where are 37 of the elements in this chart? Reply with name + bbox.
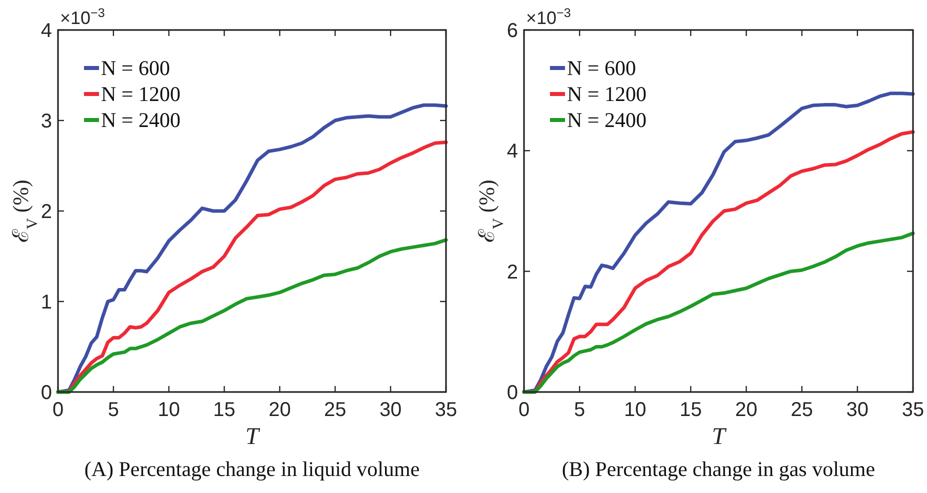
x-axis-title: T [712, 424, 727, 450]
y-tick-label: 0 [40, 382, 52, 404]
x-tick-label: 25 [324, 399, 346, 421]
y-tick-label: 1 [40, 292, 52, 314]
x-tick-label: 30 [846, 399, 869, 421]
x-tick-label: 15 [680, 399, 702, 421]
legend-label: N = 600 [567, 56, 636, 80]
x-tick-label: 25 [790, 399, 813, 421]
y-tick-label: 2 [506, 261, 518, 284]
x-tick-label: 5 [108, 399, 119, 421]
x-tick-label: 20 [268, 399, 291, 421]
legend-label: N = 2400 [567, 108, 647, 132]
line-series [56, 238, 448, 394]
text: ×10$^{−3}$ [526, 6, 571, 28]
legend-label: N = 2400 [101, 108, 181, 132]
legend-label: N = 1200 [101, 82, 181, 106]
x-tick-label: 5 [574, 399, 586, 421]
x-tick-label: 10 [624, 399, 646, 421]
x-tick-label: 35 [902, 399, 924, 421]
y-tick-label: 4 [40, 20, 52, 42]
text: (B) Percentage change in gas volume [562, 457, 876, 481]
y-tick-label: 4 [506, 140, 518, 163]
y-tick-label: 6 [506, 20, 518, 42]
y-tick-label: 0 [506, 382, 518, 404]
x-tick-label: 30 [379, 399, 402, 421]
x-tick-label: 15 [213, 399, 236, 421]
y-tick-label: 3 [40, 110, 52, 132]
text: (A) Percentage change in liquid volume [84, 457, 420, 481]
x-tick-label: 20 [735, 399, 758, 421]
y-tick-label: 2 [40, 201, 52, 223]
x-axis-title: T [245, 424, 260, 450]
text: ×10$^{−3}$ [60, 6, 105, 28]
legend-label: N = 600 [101, 56, 170, 80]
line-series [522, 232, 915, 394]
x-tick-label: 35 [434, 399, 458, 421]
x-tick-label: 10 [158, 399, 180, 421]
legend-label: N = 1200 [567, 82, 647, 106]
